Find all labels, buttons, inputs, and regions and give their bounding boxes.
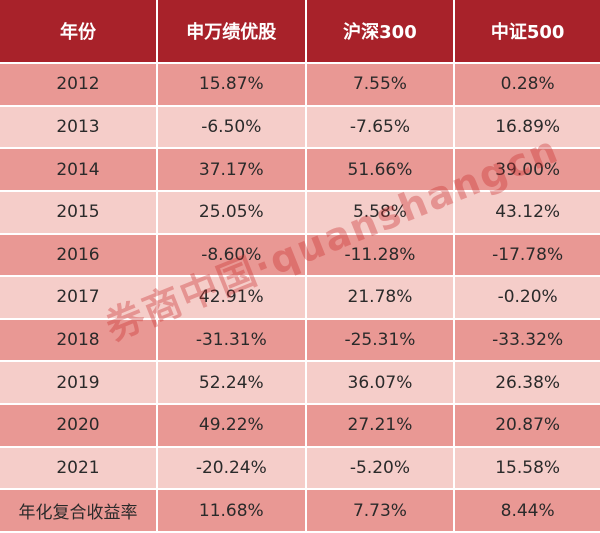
header-sw-blue-chip: 申万绩优股	[157, 0, 307, 64]
header-csi500: 中证500	[455, 0, 600, 64]
cell-csi500: 39.00%	[455, 149, 600, 192]
cell-year: 2015	[0, 191, 158, 235]
table-row: 2019 52.24% 36.07% 26.38%	[0, 362, 600, 405]
cell-sw-blue-chip: 37.17%	[157, 149, 307, 192]
cell-sw-blue-chip: 15.87%	[157, 64, 307, 107]
cell-sw-blue-chip: 25.05%	[157, 191, 307, 235]
cell-csi500: 0.28%	[455, 64, 600, 107]
cell-year: 2018	[0, 319, 158, 363]
table-row: 2012 15.87% 7.55% 0.28%	[0, 64, 600, 107]
cell-sw-blue-chip: 11.68%	[157, 490, 307, 533]
cell-year: 2013	[0, 106, 158, 150]
cell-sw-blue-chip: 52.24%	[157, 362, 307, 405]
cell-sw-blue-chip: 49.22%	[157, 405, 307, 448]
header-csi300: 沪深300	[306, 0, 456, 64]
cell-csi500: 26.38%	[455, 362, 600, 405]
cell-year: 年化复合收益率	[0, 490, 158, 533]
cell-csi300: 51.66%	[306, 149, 456, 192]
cell-year: 2021	[0, 447, 158, 491]
cell-csi500: 43.12%	[455, 191, 600, 235]
cell-csi500: 8.44%	[455, 490, 600, 533]
table-row: 2017 42.91% 21.78% -0.20%	[0, 277, 600, 320]
cell-sw-blue-chip: -31.31%	[157, 319, 307, 363]
cell-csi500: -33.32%	[455, 319, 600, 363]
table-row: 2018 -31.31% -25.31% -33.32%	[0, 319, 600, 363]
table-row: 2014 37.17% 51.66% 39.00%	[0, 149, 600, 192]
cell-year: 2017	[0, 277, 158, 320]
cell-csi300: 21.78%	[306, 277, 456, 320]
cell-csi500: 15.58%	[455, 447, 600, 491]
cell-year: 2012	[0, 64, 158, 107]
cell-year: 2014	[0, 149, 158, 192]
cell-year: 2016	[0, 234, 158, 278]
cell-csi300: -5.20%	[306, 447, 456, 491]
cell-csi300: -25.31%	[306, 319, 456, 363]
cell-sw-blue-chip: -20.24%	[157, 447, 307, 491]
cell-year: 2020	[0, 405, 158, 448]
cell-csi300: -11.28%	[306, 234, 456, 278]
annualized-return-row: 年化复合收益率 11.68% 7.73% 8.44%	[0, 490, 600, 533]
cell-csi500: 16.89%	[455, 106, 600, 150]
cell-csi300: 7.55%	[306, 64, 456, 107]
cell-csi500: -17.78%	[455, 234, 600, 278]
cell-csi300: 36.07%	[306, 362, 456, 405]
table-row: 2021 -20.24% -5.20% 15.58%	[0, 447, 600, 491]
table-row: 2015 25.05% 5.58% 43.12%	[0, 191, 600, 235]
cell-year: 2019	[0, 362, 158, 405]
cell-sw-blue-chip: 42.91%	[157, 277, 307, 320]
header-year: 年份	[0, 0, 158, 64]
cell-sw-blue-chip: -8.60%	[157, 234, 307, 278]
cell-csi300: 27.21%	[306, 405, 456, 448]
table-row: 2013 -6.50% -7.65% 16.89%	[0, 106, 600, 150]
cell-csi300: 5.58%	[306, 191, 456, 235]
cell-csi500: 20.87%	[455, 405, 600, 448]
header-row: 年份 申万绩优股 沪深300 中证500	[0, 0, 600, 64]
cell-csi300: 7.73%	[306, 490, 456, 533]
cell-sw-blue-chip: -6.50%	[157, 106, 307, 150]
table-row: 2020 49.22% 27.21% 20.87%	[0, 405, 600, 448]
cell-csi300: -7.65%	[306, 106, 456, 150]
table-row: 2016 -8.60% -11.28% -17.78%	[0, 234, 600, 278]
cell-csi500: -0.20%	[455, 277, 600, 320]
